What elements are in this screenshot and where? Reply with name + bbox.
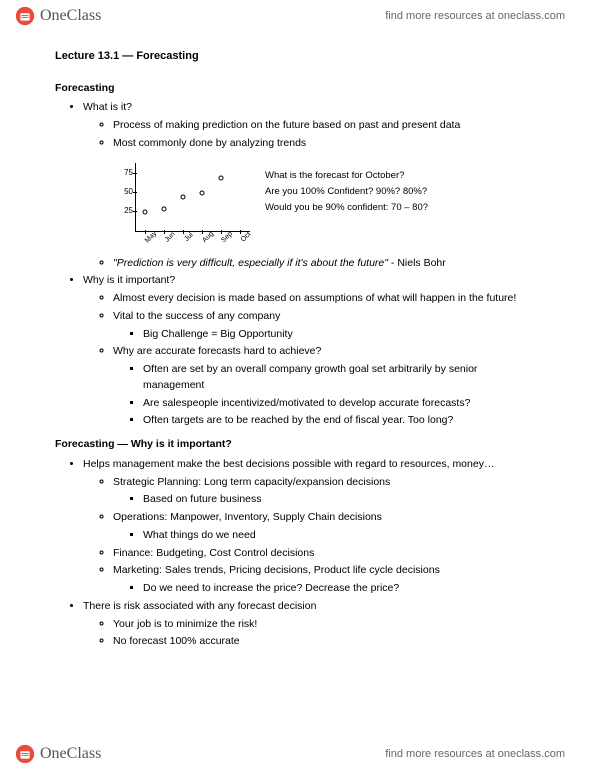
page-footer: OneClass find more resources at oneclass…	[0, 738, 595, 770]
list-item: Marketing: Sales trends, Pricing decisio…	[113, 563, 540, 579]
list-item: Based on future business	[143, 492, 540, 508]
x-tick	[221, 230, 222, 234]
logo-text: OneClass	[40, 745, 101, 763]
list-item: Often are set by an overall company grow…	[143, 362, 540, 394]
logo-icon	[14, 743, 36, 765]
list-item: What is it?	[83, 100, 540, 116]
quote-text: "Prediction is very difficult, especiall…	[113, 257, 388, 269]
list-item: Almost every decision is made based on a…	[113, 291, 540, 307]
chart-q: What is the forecast for October?	[265, 168, 428, 184]
y-tick-label: 75	[115, 167, 133, 179]
data-point	[200, 191, 205, 196]
x-tick	[183, 230, 184, 234]
y-tick	[133, 192, 137, 193]
logo-text: OneClass	[40, 7, 101, 25]
page-title: Lecture 13.1 — Forecasting	[55, 48, 540, 65]
list-item: Strategic Planning: Long term capacity/e…	[113, 475, 540, 491]
list-item: Finance: Budgeting, Cost Control decisio…	[113, 546, 540, 562]
list-item: Helps management make the best decisions…	[83, 457, 540, 473]
list-item: Why are accurate forecasts hard to achie…	[113, 344, 540, 360]
list-item: Operations: Manpower, Inventory, Supply …	[113, 510, 540, 526]
list-item: "Prediction is very difficult, especiall…	[113, 256, 540, 272]
y-tick-label: 50	[115, 186, 133, 198]
logo: OneClass	[14, 743, 101, 765]
x-tick	[202, 230, 203, 234]
list-item: Most commonly done by analyzing trends	[113, 136, 540, 152]
y-tick-label: 25	[115, 205, 133, 217]
data-point	[219, 175, 224, 180]
list-item: There is risk associated with any foreca…	[83, 599, 540, 615]
list-item: Big Challenge = Big Opportunity	[143, 327, 540, 343]
chart-q: Would you be 90% confident: 70 – 80?	[265, 200, 428, 216]
header-link[interactable]: find more resources at oneclass.com	[385, 10, 565, 22]
logo: OneClass	[14, 5, 101, 27]
logo-icon	[14, 5, 36, 27]
list-item: Often targets are to be reached by the e…	[143, 413, 540, 429]
y-tick	[133, 173, 137, 174]
list-item: Your job is to minimize the risk!	[113, 617, 540, 633]
list-item: No forecast 100% accurate	[113, 634, 540, 650]
x-tick	[240, 230, 241, 234]
chart-q: Are you 100% Confident? 90%? 80%?	[265, 184, 428, 200]
quote-attr: - Niels Bohr	[388, 257, 446, 269]
document-body: Lecture 13.1 — Forecasting Forecasting W…	[0, 32, 595, 650]
section-heading: Forecasting — Why is it important?	[55, 437, 540, 453]
list-item: Why is it important?	[83, 273, 540, 289]
list-item: Process of making prediction on the futu…	[113, 118, 540, 134]
data-point	[161, 206, 166, 211]
data-point	[142, 210, 147, 215]
x-tick	[164, 230, 165, 234]
list-item: What things do we need	[143, 528, 540, 544]
page-header: OneClass find more resources at oneclass…	[0, 0, 595, 32]
list-item: Vital to the success of any company	[113, 309, 540, 325]
list-item: Do we need to increase the price? Decrea…	[143, 581, 540, 597]
x-tick	[145, 230, 146, 234]
forecast-chart: 255075MayJunJulAugSepOct	[115, 158, 255, 250]
footer-link[interactable]: find more resources at oneclass.com	[385, 748, 565, 760]
chart-questions: What is the forecast for October? Are yo…	[265, 158, 428, 216]
data-point	[180, 195, 185, 200]
y-tick	[133, 211, 137, 212]
section-heading: Forecasting	[55, 81, 540, 97]
list-item: Are salespeople incentivized/motivated t…	[143, 396, 540, 412]
chart-row: 255075MayJunJulAugSepOct What is the for…	[115, 158, 540, 250]
